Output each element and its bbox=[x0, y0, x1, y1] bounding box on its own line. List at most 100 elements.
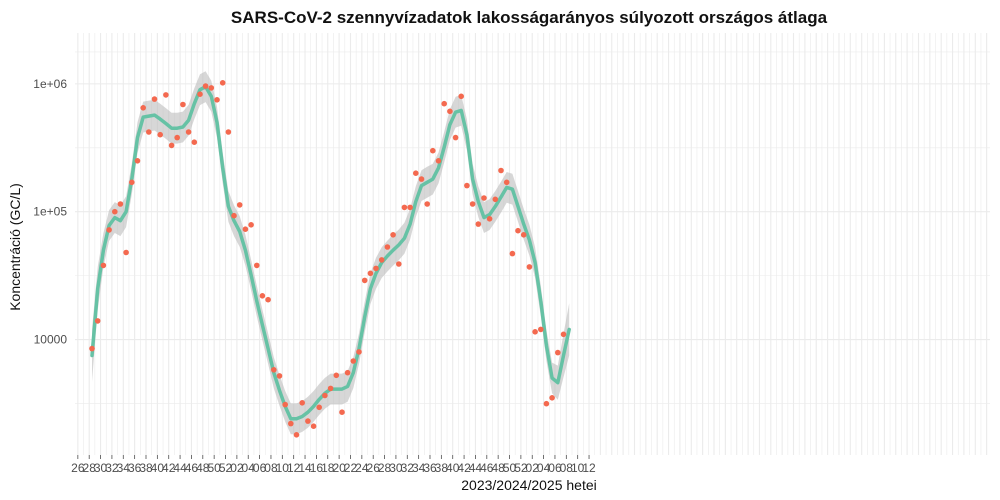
y-axis-title: Koncentráció (GC/L) bbox=[7, 183, 23, 311]
data-point bbox=[526, 264, 533, 270]
data-point bbox=[356, 349, 362, 355]
data-point bbox=[413, 170, 419, 176]
x-tick-label: 28 bbox=[83, 461, 97, 475]
x-tick-label: 08 bbox=[264, 461, 278, 475]
data-point bbox=[350, 358, 357, 364]
x-tick-label: 28 bbox=[378, 461, 392, 475]
data-point bbox=[305, 418, 311, 424]
x-tick-label: 40 bbox=[446, 461, 460, 475]
data-point bbox=[361, 277, 368, 284]
data-point bbox=[197, 91, 203, 97]
x-axis-title: 2023/2024/2025 hetei bbox=[461, 477, 596, 493]
x-tick-label: 02 bbox=[230, 461, 244, 475]
data-point bbox=[538, 326, 544, 333]
x-tick-labels: 2628303234363840424446485052020406081012… bbox=[71, 455, 596, 475]
data-point bbox=[509, 250, 516, 257]
x-tick-label: 06 bbox=[253, 461, 267, 475]
data-point bbox=[129, 179, 135, 186]
data-point bbox=[202, 83, 209, 89]
data-point bbox=[157, 131, 163, 138]
x-tick-label: 22 bbox=[344, 461, 358, 475]
data-point bbox=[492, 196, 499, 203]
x-tick-label: 36 bbox=[423, 461, 437, 475]
x-tick-label: 14 bbox=[298, 461, 312, 475]
x-tick-label: 38 bbox=[435, 461, 449, 475]
data-point bbox=[486, 216, 493, 222]
data-point bbox=[549, 395, 555, 401]
data-point bbox=[134, 158, 141, 164]
x-tick-label: 46 bbox=[185, 461, 199, 475]
data-point bbox=[515, 227, 521, 234]
data-point bbox=[293, 432, 300, 438]
x-tick-label: 52 bbox=[219, 461, 233, 475]
data-point bbox=[253, 262, 260, 269]
data-point bbox=[242, 226, 249, 232]
data-point bbox=[424, 201, 431, 207]
data-point bbox=[464, 182, 470, 189]
y-tick-labels: 10000 1e+05 1e+06 bbox=[33, 77, 67, 347]
data-point bbox=[555, 349, 561, 356]
x-tick-label: 24 bbox=[355, 461, 369, 475]
data-point bbox=[339, 409, 345, 416]
data-point bbox=[225, 129, 232, 135]
x-tick-label: 06 bbox=[548, 461, 562, 475]
x-tick-label: 48 bbox=[491, 461, 505, 475]
data-point bbox=[146, 129, 152, 135]
data-point bbox=[469, 201, 476, 207]
data-point bbox=[259, 293, 266, 299]
x-tick-label: 12 bbox=[582, 461, 596, 475]
data-point bbox=[401, 204, 408, 211]
data-point bbox=[265, 296, 271, 303]
x-tick-label: 46 bbox=[480, 461, 494, 475]
data-point bbox=[163, 92, 169, 98]
x-tick-label: 12 bbox=[287, 461, 301, 475]
data-point bbox=[231, 212, 237, 219]
x-tick-label: 32 bbox=[105, 461, 119, 475]
data-point bbox=[288, 420, 294, 427]
data-point bbox=[441, 100, 448, 107]
x-tick-label: 44 bbox=[469, 461, 483, 475]
x-tick-label: 16 bbox=[310, 461, 324, 475]
x-tick-label: 40 bbox=[151, 461, 165, 475]
data-point bbox=[168, 142, 175, 149]
data-point bbox=[94, 318, 101, 324]
x-tick-label: 42 bbox=[457, 461, 471, 475]
data-point bbox=[373, 265, 379, 272]
data-point bbox=[407, 204, 413, 211]
x-tick-label: 02 bbox=[526, 461, 540, 475]
data-point bbox=[560, 331, 567, 338]
data-point bbox=[458, 93, 465, 100]
chart-title: SARS-CoV-2 szennyvízadatok lakosságarány… bbox=[231, 8, 828, 27]
x-tick-label: 26 bbox=[367, 461, 381, 475]
data-point bbox=[151, 96, 158, 102]
y-tick-label: 1e+06 bbox=[33, 77, 67, 91]
data-point bbox=[248, 222, 254, 228]
data-point bbox=[367, 270, 374, 277]
x-tick-label: 50 bbox=[503, 461, 517, 475]
data-point bbox=[271, 367, 277, 373]
data-points-layer bbox=[89, 80, 567, 438]
x-tick-label: 20 bbox=[332, 461, 346, 475]
data-point bbox=[117, 201, 124, 207]
x-tick-label: 30 bbox=[94, 461, 108, 475]
data-point bbox=[322, 392, 328, 399]
data-point bbox=[481, 195, 487, 201]
data-point bbox=[333, 372, 340, 379]
data-point bbox=[236, 202, 243, 208]
data-point bbox=[123, 249, 129, 256]
x-tick-label: 34 bbox=[117, 461, 131, 475]
data-point bbox=[89, 345, 95, 352]
data-point bbox=[435, 158, 442, 164]
data-point bbox=[384, 244, 391, 250]
x-tick-label: 50 bbox=[207, 461, 221, 475]
y-tick-label: 10000 bbox=[34, 333, 68, 347]
data-point bbox=[520, 232, 527, 238]
data-point bbox=[180, 101, 186, 108]
x-tick-label: 34 bbox=[412, 461, 426, 475]
x-tick-label: 18 bbox=[321, 461, 335, 475]
data-point bbox=[543, 400, 550, 407]
data-point bbox=[310, 423, 317, 430]
x-tick-label: 48 bbox=[196, 461, 210, 475]
